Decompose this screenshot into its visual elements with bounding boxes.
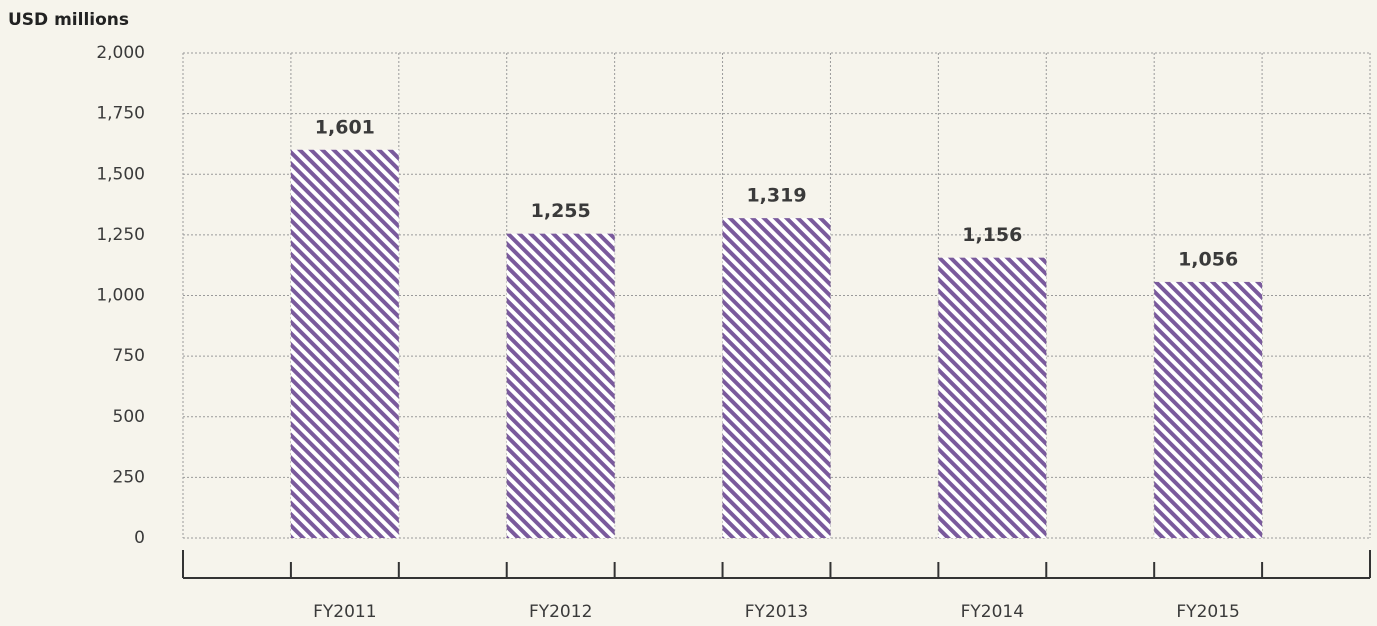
y-tick-label: 2,000 [96,43,145,63]
value-label: 1,056 [1178,248,1238,270]
y-tick-label: 1,250 [96,225,145,245]
bar [938,257,1047,538]
y-tick-label: 1,750 [96,104,145,124]
value-label: 1,156 [962,224,1022,246]
x-tick-label: FY2013 [745,602,808,622]
value-label: 1,601 [315,116,375,138]
value-label: 1,255 [531,200,591,222]
x-tick-label: FY2012 [529,602,592,622]
bar [290,149,399,538]
x-tick-label: FY2011 [313,602,376,622]
y-axis-label: USD millions [8,10,129,30]
bar [506,233,615,538]
bar [722,218,831,538]
x-tick-label: FY2015 [1176,602,1239,622]
y-tick-label: 1,500 [96,164,145,184]
y-tick-label: 0 [134,528,145,548]
x-tick-label: FY2014 [961,602,1024,622]
bar [1154,281,1263,538]
y-tick-label: 250 [113,467,145,487]
value-label: 1,319 [746,185,806,207]
y-tick-label: 750 [113,346,145,366]
y-tick-label: 1,000 [96,286,145,306]
y-tick-label: 500 [113,407,145,427]
